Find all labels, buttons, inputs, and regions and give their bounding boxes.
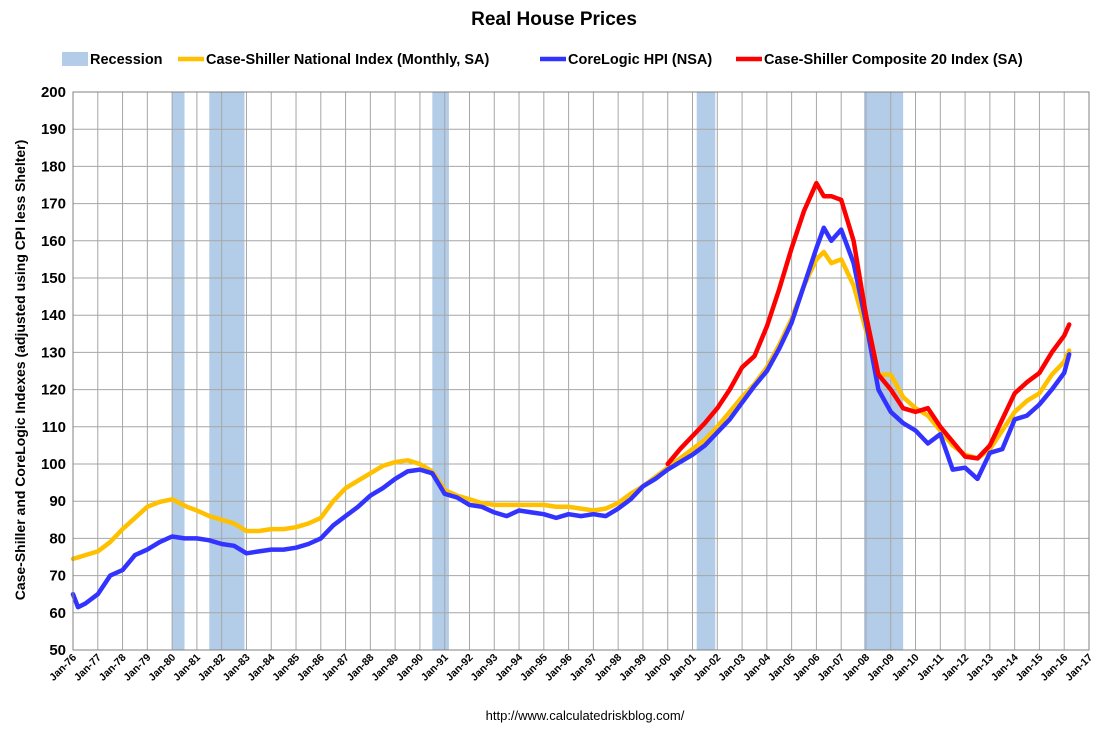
x-axis-ticks: Jan-76Jan-77Jan-78Jan-79Jan-80Jan-81Jan-…	[47, 652, 1095, 684]
y-tick-label: 60	[49, 605, 66, 622]
legend-item: Case-Shiller Composite 20 Index (SA)	[736, 52, 1023, 68]
source-url: http://www.calculatedriskblog.com/	[486, 708, 685, 723]
series-line	[665, 180, 1072, 467]
y-tick-label: 70	[49, 568, 66, 585]
series-line	[70, 249, 1072, 562]
recession-band	[863, 92, 904, 650]
legend-label: Recession	[90, 52, 163, 68]
y-tick-label: 50	[49, 642, 66, 659]
legend-item: Case-Shiller National Index (Monthly, SA…	[178, 52, 489, 68]
y-tick-label: 190	[41, 121, 66, 138]
series-line	[70, 225, 1072, 610]
recession-band	[209, 92, 245, 650]
y-axis-label: Case-Shiller and CoreLogic Indexes (adju…	[12, 140, 28, 601]
legend-swatch	[62, 52, 88, 66]
y-tick-label: 120	[41, 382, 66, 399]
y-axis-ticks: 50 60 70 80 90 100 110 120 130 140 150 160 170 180 190…	[41, 84, 66, 659]
y-tick-label: 130	[41, 344, 66, 361]
y-tick-label: 170	[41, 196, 66, 213]
legend-item: CoreLogic HPI (NSA)	[540, 52, 712, 68]
series-lines	[70, 180, 1072, 610]
plot-area	[70, 91, 1090, 651]
legend-label: CoreLogic HPI (NSA)	[568, 52, 712, 68]
plot-border	[72, 91, 1090, 651]
y-tick-label: 160	[41, 233, 66, 250]
legend-label: Case-Shiller National Index (Monthly, SA…	[206, 52, 489, 68]
x-tick-label: Jan-17	[1063, 652, 1095, 684]
recession-band	[172, 92, 185, 650]
y-tick-label: 80	[49, 530, 66, 547]
recession-band	[696, 92, 716, 650]
y-tick-label: 150	[41, 270, 66, 287]
y-tick-label: 180	[41, 158, 66, 175]
y-tick-label: 90	[49, 493, 66, 510]
recession-band	[432, 92, 449, 650]
legend: Recession Case-Shiller National Index (Mo…	[62, 52, 1023, 68]
chart-title: Real House Prices	[471, 9, 637, 30]
legend-label: Case-Shiller Composite 20 Index (SA)	[764, 52, 1023, 68]
recession-bands	[172, 92, 904, 650]
y-tick-label: 110	[42, 419, 66, 436]
y-tick-label: 100	[41, 456, 66, 473]
y-tick-label: 200	[41, 84, 66, 101]
legend-item: Recession	[62, 52, 163, 68]
x-tick-label: Jan-10	[890, 652, 922, 684]
y-tick-label: 140	[41, 307, 66, 324]
